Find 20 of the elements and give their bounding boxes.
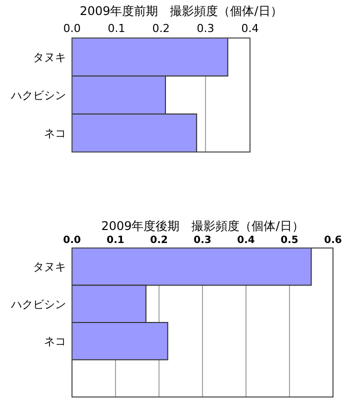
x-tick-label: 0.1 [108,22,126,35]
x-tick-label: 0.5 [280,235,298,246]
x-tick-label: 0.0 [63,235,81,246]
chart-title: 2009年度前期 撮影頻度（個体/日） [80,4,282,18]
x-tick-label: 0.0 [63,22,81,35]
y-tick-label: ハクビシン [10,298,66,311]
y-tick-label: ネコ [44,127,66,140]
x-tick-label: 0.4 [237,235,255,246]
y-tick-label: タヌキ [33,51,66,64]
chart-title: 2009年度後期 撮影頻度（個体/日） [101,219,304,233]
x-tick-label: 0.6 [324,235,342,246]
y-tick-label: ハクビシン [10,89,66,102]
y-tick-label: ネコ [44,335,66,348]
x-tick-label: 0.2 [152,22,170,35]
x-tick-label: 0.3 [194,235,212,246]
x-tick-label: 0.1 [106,235,124,246]
y-tick-label: タヌキ [33,260,66,274]
x-tick-label: 0.4 [241,22,259,35]
x-tick-label: 0.2 [150,235,168,246]
x-tick-label: 0.3 [196,22,214,35]
